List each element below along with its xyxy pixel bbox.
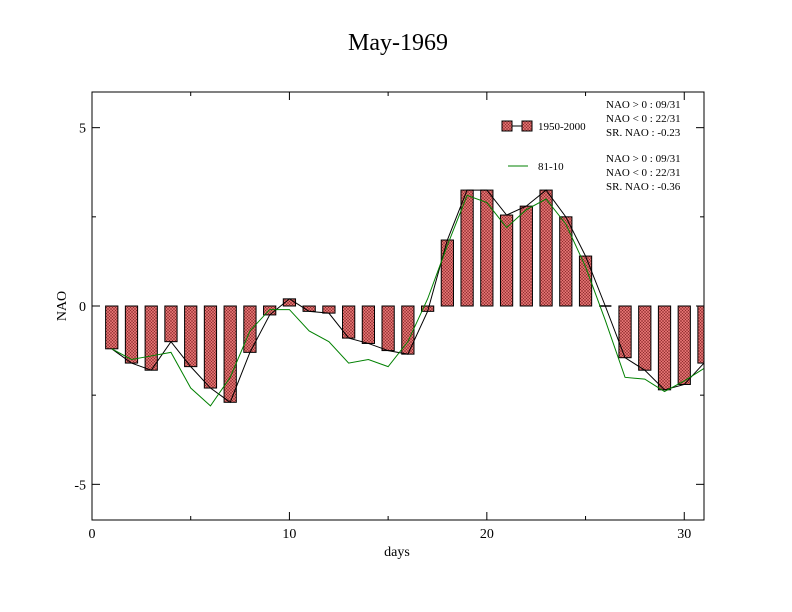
bar bbox=[657, 305, 672, 391]
bar bbox=[203, 305, 218, 389]
bar bbox=[322, 305, 336, 314]
chart-title: May-1969 bbox=[348, 30, 448, 56]
bar bbox=[499, 214, 514, 307]
bar bbox=[243, 305, 257, 353]
bar bbox=[124, 305, 139, 364]
bar bbox=[559, 216, 573, 307]
legend-bar-swatch bbox=[501, 120, 513, 132]
bar bbox=[618, 305, 632, 359]
legend: 1950-2000 81-10 bbox=[501, 120, 586, 173]
bar-series-line bbox=[111, 189, 704, 404]
stats-line: NAO > 0 : 09/31 bbox=[606, 99, 681, 111]
x-axis-label: days bbox=[384, 545, 410, 560]
bar bbox=[381, 305, 395, 352]
x-tick-label: 20 bbox=[480, 527, 494, 542]
bar bbox=[440, 239, 454, 307]
bar bbox=[677, 305, 691, 385]
legend-label-1950-2000: 1950-2000 bbox=[538, 121, 586, 133]
bar bbox=[519, 205, 533, 307]
bar bbox=[105, 305, 119, 350]
y-axis-label: NAO bbox=[55, 291, 70, 321]
bar bbox=[164, 305, 178, 343]
stats-line: NAO > 0 : 09/31 bbox=[606, 153, 681, 165]
bar bbox=[144, 305, 158, 371]
plot-area: 0 10 20 30 -5 0 5 bbox=[74, 91, 705, 542]
legend-bar-swatch bbox=[521, 120, 533, 132]
y-tick-label: 5 bbox=[79, 122, 86, 137]
stats-line: NAO < 0 : 22/31 bbox=[606, 167, 681, 179]
line-series-81-10 bbox=[111, 194, 704, 407]
bar bbox=[578, 255, 593, 307]
bar bbox=[638, 305, 652, 371]
x-tick-label: 30 bbox=[677, 527, 691, 542]
bar bbox=[184, 305, 198, 368]
bar bbox=[223, 305, 237, 403]
x-tick-label: 10 bbox=[282, 527, 296, 542]
bar bbox=[361, 305, 376, 344]
stats-line: NAO < 0 : 22/31 bbox=[606, 113, 681, 125]
stats-line: SR. NAO : -0.23 bbox=[606, 127, 681, 139]
x-tick-label: 0 bbox=[89, 527, 96, 542]
stats-line: SR. NAO : -0.36 bbox=[606, 181, 681, 193]
bar bbox=[697, 305, 704, 364]
bar-series bbox=[105, 189, 704, 403]
legend-label-81-10: 81-10 bbox=[538, 161, 564, 173]
stats-box: NAO > 0 : 09/31 NAO < 0 : 22/31 SR. NAO : … bbox=[606, 99, 681, 193]
y-tick-label: 0 bbox=[79, 300, 86, 315]
y-tick-label: -5 bbox=[74, 478, 86, 493]
bar bbox=[539, 189, 553, 307]
